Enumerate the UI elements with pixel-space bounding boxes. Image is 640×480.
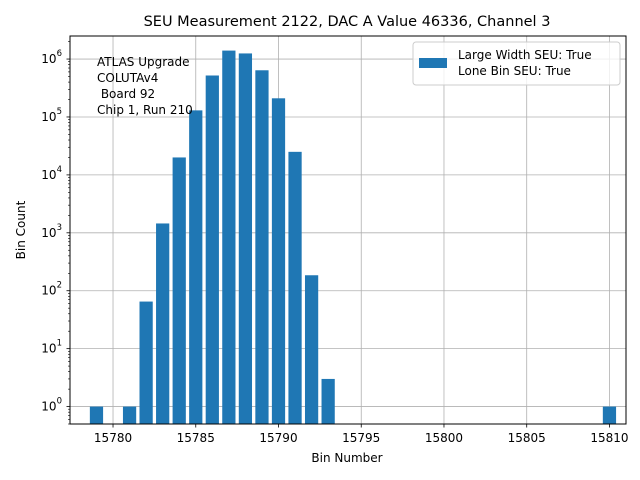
bar (122, 406, 137, 424)
x-tick-label: 15795 (342, 431, 380, 445)
legend-swatch (419, 58, 447, 68)
bar (139, 301, 153, 424)
x-tick-label: 15790 (259, 431, 297, 445)
x-axis-label: Bin Number (311, 451, 382, 465)
bar (189, 110, 203, 424)
x-tick-label: 15810 (590, 431, 628, 445)
annotation-line: Board 92 (97, 87, 155, 101)
bar (271, 98, 286, 424)
legend: Large Width SEU: True Lone Bin SEU: True (412, 41, 621, 86)
bar (172, 157, 186, 425)
bar (255, 70, 269, 425)
bar (602, 406, 617, 424)
bar (321, 378, 335, 424)
bar (304, 275, 319, 424)
x-tick-label: 15805 (508, 431, 546, 445)
annotation-line: COLUTAv4 (97, 71, 158, 85)
annotation-line: Chip 1, Run 210 (97, 103, 193, 117)
chart-title: SEU Measurement 2122, DAC A Value 46336,… (144, 14, 551, 30)
annotation: ATLAS Upgrade COLUTAv4 Board 92 Chip 1, … (97, 55, 193, 117)
bar (205, 75, 219, 425)
bar (156, 223, 170, 424)
y-axis-label: Bin Count (14, 200, 28, 259)
annotation-line: ATLAS Upgrade (97, 55, 190, 69)
bar (222, 50, 236, 425)
x-axis-ticks: 15780 15785 15790 15795 15800 15805 15810 (94, 424, 629, 445)
legend-box (412, 41, 621, 86)
bar (89, 406, 104, 424)
bar (288, 151, 302, 425)
x-tick-label: 15800 (425, 431, 463, 445)
bar (238, 53, 253, 425)
legend-label: Lone Bin SEU: True (458, 64, 571, 78)
plot-frame (69, 35, 627, 425)
x-tick-label: 15780 (94, 431, 132, 445)
x-tick-label: 15785 (177, 431, 215, 445)
legend-label: Large Width SEU: True (458, 48, 592, 62)
bars (89, 50, 617, 425)
